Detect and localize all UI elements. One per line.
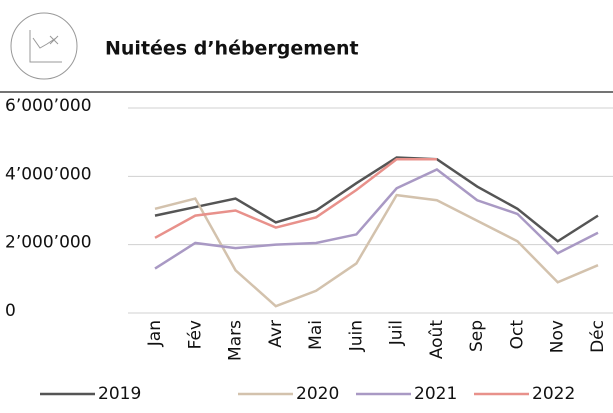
series-line: [154, 168, 599, 270]
legend-label: 2022: [532, 384, 575, 404]
series-line: [154, 156, 599, 243]
x-tick-label: Jan: [145, 320, 165, 347]
chart-title: Nuitées d’hébergement: [105, 38, 359, 60]
y-tick-label: 2’000’000: [5, 233, 92, 253]
x-tick-label: Juil: [387, 320, 407, 346]
series-line: [154, 158, 437, 239]
y-tick-label: 6’000’000: [5, 96, 92, 116]
legend-label: 2021: [414, 384, 457, 404]
x-tick-label: Mai: [306, 320, 326, 350]
y-tick-label: 4’000’000: [5, 164, 92, 184]
x-tick-label: Oct: [507, 320, 527, 350]
legend-label: 2020: [296, 384, 339, 404]
y-tick-label: 0: [5, 301, 16, 321]
x-tick-label: Juin: [346, 320, 366, 352]
x-tick-label: Déc: [588, 320, 608, 353]
x-tick-label: Fév: [185, 320, 205, 349]
x-tick-label: Août: [427, 320, 447, 360]
chart-icon: [10, 12, 78, 80]
series-line: [154, 193, 599, 308]
x-tick-label: Nov: [548, 320, 568, 353]
legend-label: 2019: [98, 384, 141, 404]
x-tick-label: Mars: [226, 320, 246, 361]
x-tick-label: Avr: [266, 320, 286, 348]
x-tick-label: Sep: [467, 320, 487, 352]
